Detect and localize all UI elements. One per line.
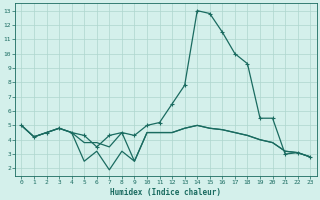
X-axis label: Humidex (Indice chaleur): Humidex (Indice chaleur) bbox=[110, 188, 221, 197]
